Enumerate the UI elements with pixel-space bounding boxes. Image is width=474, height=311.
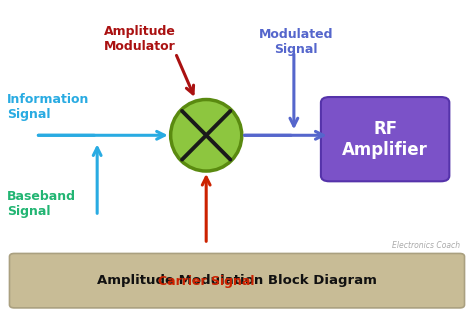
- Ellipse shape: [171, 100, 242, 171]
- Text: Information
Signal: Information Signal: [7, 93, 90, 121]
- Text: Modulated
Signal: Modulated Signal: [259, 28, 334, 56]
- Text: Amplitude Modulation Block Diagram: Amplitude Modulation Block Diagram: [97, 274, 377, 287]
- Text: Baseband
Signal: Baseband Signal: [7, 190, 76, 218]
- Text: RF
Amplifier: RF Amplifier: [342, 120, 428, 159]
- Text: Electronics Coach: Electronics Coach: [392, 241, 460, 250]
- FancyBboxPatch shape: [321, 97, 449, 181]
- Text: Carrier Signal: Carrier Signal: [158, 275, 255, 288]
- Text: Amplitude
Modulator: Amplitude Modulator: [104, 25, 176, 53]
- FancyBboxPatch shape: [9, 253, 465, 308]
